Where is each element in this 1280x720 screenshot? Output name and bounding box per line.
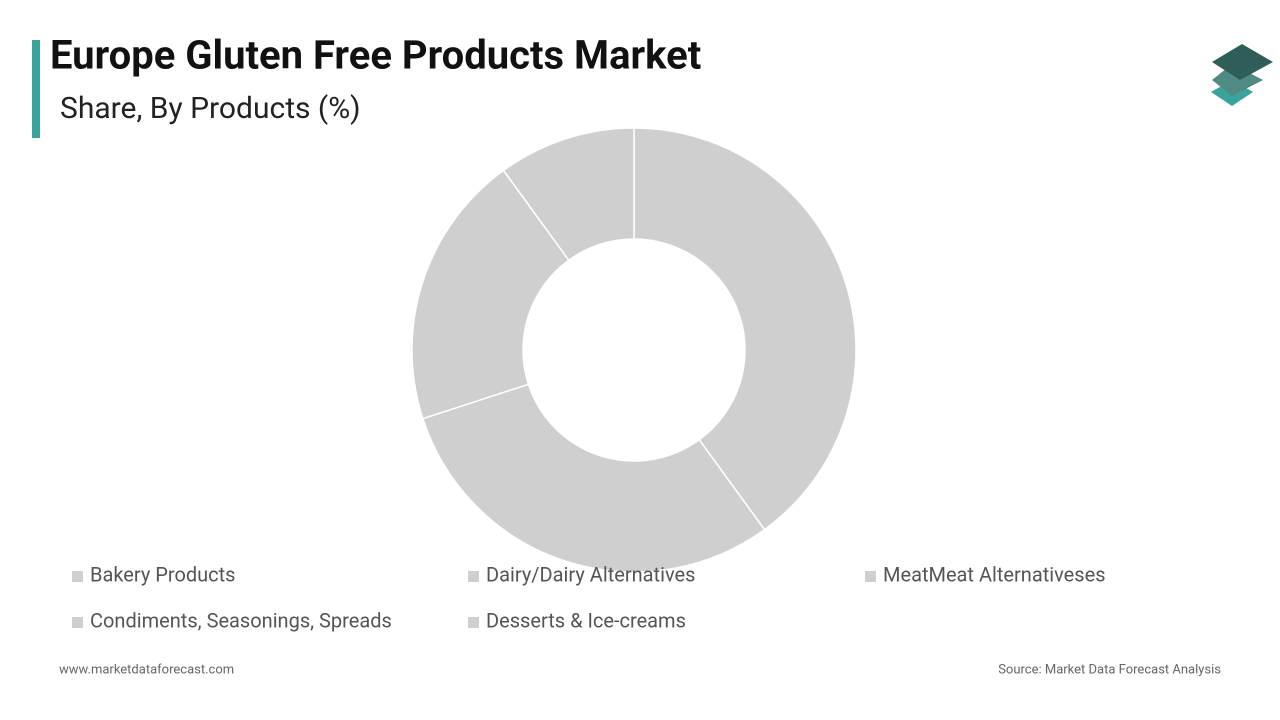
legend-label: Dairy/Dairy Alternatives: [486, 562, 695, 586]
logo: [1211, 44, 1273, 106]
legend-marker: [468, 571, 479, 582]
legend-marker: [865, 571, 876, 582]
legend-marker: [468, 617, 479, 628]
footer-website: www.marketdataforecast.com: [59, 662, 234, 677]
legend-label: Bakery Products: [90, 562, 236, 586]
chart-title: Europe Gluten Free Products Market: [50, 32, 701, 79]
legend-label: Condiments, Seasonings, Spreads: [90, 608, 392, 632]
chart-subtitle: Share, By Products (%): [60, 91, 361, 126]
donut-slice: [411, 169, 570, 420]
donut-slice: [421, 383, 766, 573]
donut-slice: [502, 127, 635, 262]
legend-marker: [72, 571, 83, 582]
legend-label: Desserts & Ice-creams: [486, 608, 686, 632]
footer-source: Source: Market Data Forecast Analysis: [998, 662, 1221, 677]
legend-marker: [72, 617, 83, 628]
donut-slice: [633, 127, 857, 531]
legend-label: MeatMeat Alternativeses: [883, 562, 1106, 586]
title-accent: [32, 40, 40, 138]
